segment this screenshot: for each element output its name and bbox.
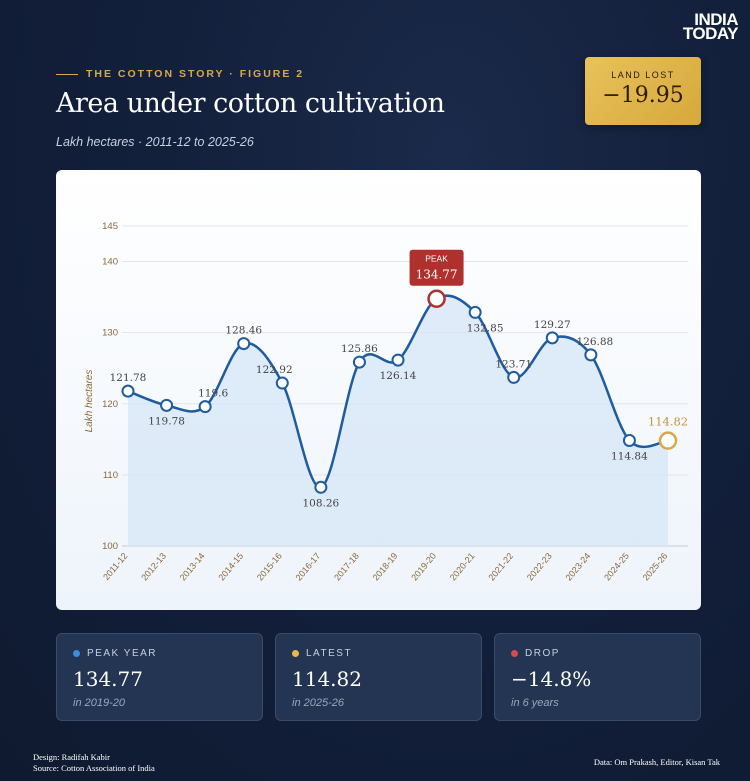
y-tick-label: 110: [103, 470, 118, 481]
line-chart: 100 110 120 130 140 145 Lakh hectares 2011-12 20…: [84, 221, 688, 583]
data-label: 114.84: [611, 450, 648, 462]
data-point: [121, 384, 135, 398]
stat-note: in 2019-20: [73, 697, 125, 709]
kicker-text: THE COTTON STORY · FIGURE 2: [86, 68, 305, 80]
data-point: [198, 400, 212, 414]
x-tick-label: 2013-14: [178, 551, 207, 583]
stat-value: 134.77: [73, 667, 143, 691]
data-point: [545, 331, 559, 345]
stat-note: in 2025-26: [292, 697, 344, 709]
stats-row: PEAK YEAR 134.77 in 2019-20 LATEST 114.8…: [56, 633, 701, 721]
x-tick-label: 2017-18: [332, 551, 361, 583]
data-point: [352, 355, 366, 369]
footer-source: Source: Cotton Association of India: [33, 763, 155, 773]
x-tick-label: 2014-15: [216, 551, 245, 583]
footer-design: Design: Radifah Kabir: [33, 752, 110, 762]
data-label: 123.71: [495, 358, 532, 370]
data-label: 121.78: [110, 372, 147, 384]
data-label: 125.86: [341, 343, 378, 355]
data-label: 108.26: [302, 497, 339, 509]
stat-drop: DROP −14.8% in 6 years: [494, 633, 701, 721]
x-tick-label: 2020-21: [448, 551, 477, 583]
chart-card: 100 110 120 130 140 145 Lakh hectares 2011-12 20…: [56, 170, 701, 610]
data-point: [584, 348, 598, 362]
badge-value: −19.95: [602, 83, 684, 108]
data-label: 122.92: [256, 364, 293, 376]
stat-latest: LATEST 114.82 in 2025-26: [275, 633, 482, 721]
stat-value: 114.82: [292, 667, 362, 691]
footer-data-credit: Data: Om Prakash, Editor, Kisan Tak: [593, 757, 720, 767]
data-label: 128.46: [225, 325, 262, 337]
data-point: [160, 398, 174, 412]
data-label: 114.82: [648, 415, 688, 429]
data-point: [507, 370, 521, 384]
page-title: Area under cotton cultivation: [56, 88, 445, 119]
x-tick-label: 2024-25: [602, 551, 631, 583]
data-point: [622, 433, 636, 447]
stat-label: LATEST: [306, 648, 353, 659]
land-lost-badge: LAND LOST −19.95: [585, 57, 701, 125]
x-tick-label: 2018-19: [371, 551, 400, 583]
stat-label: PEAK YEAR: [87, 648, 158, 659]
peak-callout: [409, 249, 464, 286]
data-label: 119.6: [198, 388, 228, 400]
area-fill: [128, 295, 668, 546]
stat-dot: [292, 650, 299, 657]
x-tick-label: 2015-16: [255, 551, 284, 583]
india-today-logo: INDIA TODAY: [682, 10, 739, 43]
data-label: 126.88: [576, 336, 613, 348]
x-tick-label: 2025-26: [641, 551, 670, 583]
data-label: 132.85: [467, 322, 504, 334]
kicker: THE COTTON STORY · FIGURE 2: [56, 68, 304, 80]
data-label: 119.78: [148, 415, 185, 427]
y-tick-label: 145: [102, 221, 118, 232]
x-tick-label: 2012-13: [139, 551, 168, 583]
y-axis-label: Lakh hectares: [84, 370, 95, 433]
data-point: [468, 305, 482, 319]
x-tick-label: 2019-20: [409, 551, 438, 583]
kicker-rule: [56, 73, 78, 75]
x-tick-label: 2023-24: [563, 551, 592, 583]
data-label: 126.14: [380, 370, 417, 382]
stat-dot: [511, 650, 518, 657]
y-tick-label: 140: [102, 257, 118, 268]
data-point: [237, 337, 251, 351]
stat-value: −14.8%: [511, 667, 592, 691]
latest-point: [658, 431, 678, 450]
stat-dot: [73, 650, 80, 657]
badge-label: LAND LOST: [611, 70, 675, 80]
data-point: [275, 376, 289, 390]
x-tick-label: 2021-22: [486, 551, 515, 583]
peak-point: [427, 289, 446, 308]
x-tick-label: 2022-23: [525, 551, 554, 583]
y-tick-label: 130: [102, 328, 118, 339]
peak-value-label: 134.77: [416, 268, 458, 282]
y-tick-label: 100: [102, 541, 118, 552]
x-tick-label: 2016-17: [293, 551, 322, 583]
x-tick-label: 2011-12: [101, 551, 129, 582]
data-point: [314, 480, 328, 494]
footer-credits: Design: Radifah Kabir Source: Cotton Ass…: [33, 752, 155, 774]
stat-label: DROP: [525, 648, 560, 659]
data-label: 129.27: [534, 319, 571, 331]
y-tick-label: 120: [102, 399, 118, 410]
peak-tag-label: PEAK: [425, 254, 448, 264]
stat-note: in 6 years: [511, 697, 559, 709]
data-point: [391, 353, 405, 367]
page-subtitle: Lakh hectares · 2011-12 to 2025-26: [56, 135, 254, 149]
stat-peak-year: PEAK YEAR 134.77 in 2019-20: [56, 633, 263, 721]
